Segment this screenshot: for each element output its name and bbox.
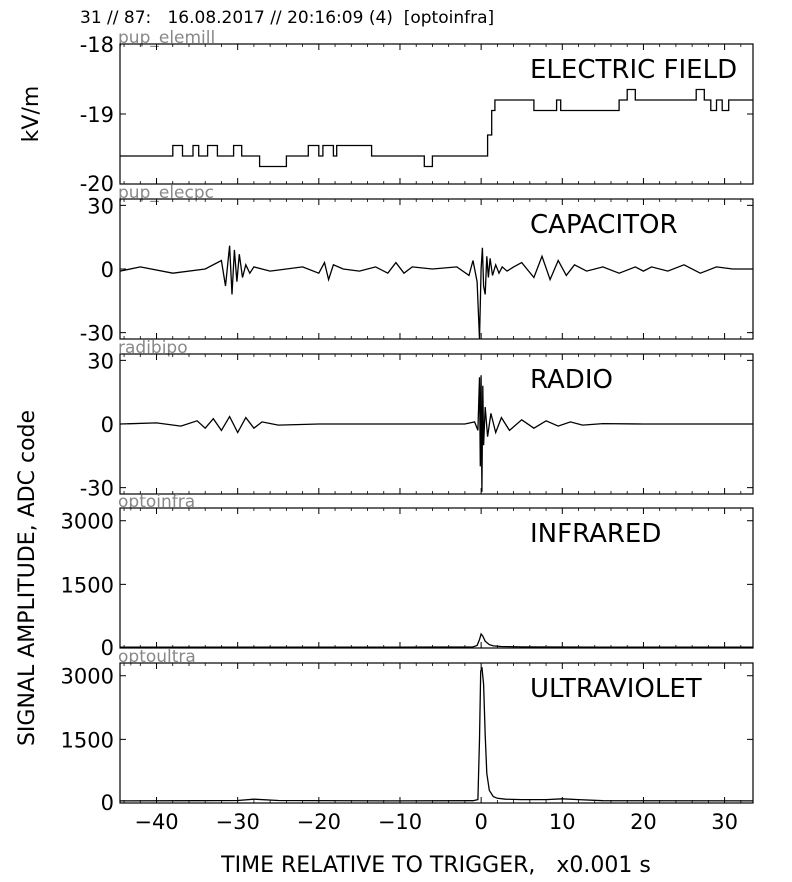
panel-frame (119, 662, 754, 804)
channel-label: radibipo (118, 338, 188, 358)
panel-title: INFRARED (530, 519, 661, 549)
y-tick-label: -18 (80, 33, 114, 57)
y-tick-label: 30 (87, 349, 114, 373)
page-title: 31 // 87: 16.08.2017 // 20:16:09 (4) [op… (80, 8, 495, 28)
channel-label: optoultra (118, 647, 196, 667)
x-tick-label: 10 (549, 810, 576, 834)
y-axis-label-shared: SIGNAL AMPLITUDE, ADC code (15, 410, 40, 746)
panel-title: ULTRAVIOLET (530, 674, 702, 704)
y-tick-label: 30 (87, 194, 114, 218)
y-tick-label: 1500 (61, 728, 114, 752)
y-tick-label: 0 (101, 413, 114, 437)
series-line-pup_elemill (120, 88, 753, 168)
y-tick-label: 0 (101, 258, 114, 282)
panel-1: pup_elemill-18 -19 -20 ELECTRIC FIELD kV/m (19, 28, 754, 196)
y-tick-label: 1500 (61, 573, 114, 597)
y-tick-label: 0 (101, 791, 114, 815)
x-tick-label: −40 (134, 810, 178, 834)
series-line-optoultra (120, 667, 753, 802)
series-line-radibipo (120, 375, 753, 492)
y-tick-label: -20 (80, 172, 114, 196)
panel-title: RADIO (530, 365, 613, 395)
x-tick-label: 20 (630, 810, 657, 834)
panel-5: optoultra −40 −30 −20 −10 0 10 20 30 3000 1500 0 ULT… (61, 647, 754, 834)
x-tick-label: 0 (474, 810, 487, 834)
y-axis-label: kV/m (19, 86, 44, 143)
panel-title: CAPACITOR (530, 210, 678, 240)
channel-label: optoinfra (118, 492, 195, 512)
x-axis-label: TIME RELATIVE TO TRIGGER, x0.001 s (220, 853, 651, 878)
panel-frame (119, 507, 754, 649)
x-tick-label: −10 (378, 810, 422, 834)
x-tick-label: 30 (711, 810, 738, 834)
y-tick-label: 3000 (61, 665, 114, 689)
y-tick-label: 0 (101, 636, 114, 660)
series-line-optoinfra (120, 632, 753, 648)
y-tick-label: -30 (80, 477, 114, 501)
series-line-pup_elecpc (120, 245, 753, 339)
channel-label: pup_elemill (118, 28, 215, 48)
panel-title: ELECTRIC FIELD (530, 55, 737, 85)
x-tick-label: −30 (216, 810, 260, 834)
y-tick-label: 3000 (61, 510, 114, 534)
channel-label: pup_elecpc (118, 183, 214, 203)
y-tick-label: -19 (80, 103, 114, 127)
x-tick-label: −20 (297, 810, 341, 834)
y-tick-label: -30 (80, 322, 114, 346)
